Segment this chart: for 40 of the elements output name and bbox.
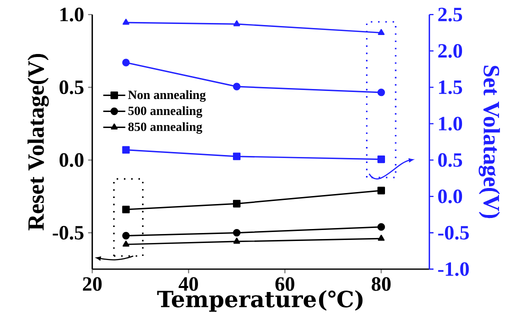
x-axis-title: Temperature(℃) [157,290,363,312]
point [122,59,130,67]
point [377,187,385,195]
point [377,223,385,231]
y-axis-title: Reset Volatage(V) [28,54,49,231]
point [232,152,241,160]
x-tick-label: 60 [275,277,294,292]
y2-tick-label: 0.5 [438,153,462,168]
point [377,156,385,164]
y-tick-label: 1.0 [60,8,84,22]
point [232,229,241,237]
point [122,240,130,247]
x-tick-label: 40 [178,277,198,292]
y2-tick-label: -0.5 [438,226,469,240]
point [233,238,240,244]
point [232,200,241,208]
y-tick-label: -0.5 [52,226,84,240]
point [232,83,241,91]
point [122,19,130,26]
point [378,29,385,36]
legend-label: 500 annealing [128,106,202,118]
y2-tick-label: 1.0 [439,116,462,131]
point [122,206,130,214]
point [122,232,130,240]
y-tick-label: 0.5 [60,80,84,94]
point [378,235,385,242]
y2-tick-label: 2.5 [438,8,462,22]
y2-tick-label: -1.0 [438,262,469,276]
y-tick-label: 0.0 [60,153,84,168]
y2-tick-label: 2.0 [438,44,462,58]
point [377,88,385,96]
x-tick-label: 20 [82,277,102,292]
legend-label: 850 annealing [128,122,202,134]
point [233,20,240,26]
y2-tick-label: 0.0 [438,190,462,204]
y2-tick-label: 1.5 [439,80,462,94]
point [122,146,130,154]
y2-axis-title: Set Volatage(V) [478,66,500,218]
x-tick-label: 80 [372,277,391,292]
legend-label: Non annealing [128,90,206,102]
